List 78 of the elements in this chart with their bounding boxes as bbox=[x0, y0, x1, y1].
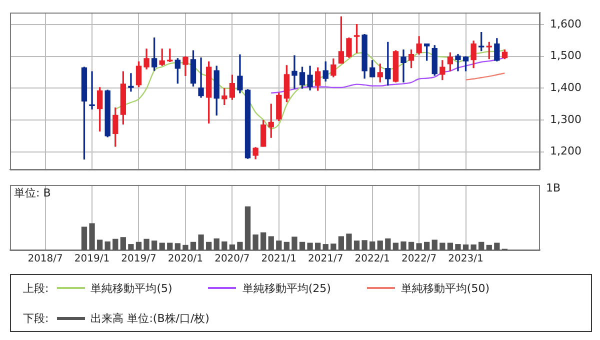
bar bbox=[370, 241, 376, 250]
bar bbox=[112, 238, 118, 250]
text: 単位: B bbox=[14, 186, 51, 200]
x-tick-label: 2020/1 bbox=[168, 254, 204, 265]
bar bbox=[174, 243, 180, 250]
x-tick-label: 2023/1 bbox=[448, 254, 484, 265]
bar bbox=[470, 244, 476, 250]
bar bbox=[385, 238, 391, 250]
bar bbox=[478, 242, 484, 250]
bar bbox=[362, 240, 368, 250]
legend-title: 下段: bbox=[23, 310, 49, 326]
bar bbox=[182, 244, 188, 250]
bar bbox=[120, 237, 126, 250]
bar bbox=[486, 244, 492, 250]
bar bbox=[292, 236, 298, 250]
y-tick-label: 1,200 bbox=[550, 144, 582, 158]
bar bbox=[307, 242, 313, 250]
bar bbox=[81, 226, 88, 250]
bar bbox=[89, 223, 95, 250]
bar bbox=[432, 240, 438, 250]
bar bbox=[354, 240, 360, 250]
bar bbox=[447, 242, 454, 250]
bar bbox=[167, 242, 173, 250]
bar bbox=[198, 234, 204, 250]
bar bbox=[222, 241, 228, 250]
bar bbox=[462, 244, 469, 250]
x-tick-label: 2018/7 bbox=[28, 254, 63, 265]
bar bbox=[104, 241, 110, 250]
bar bbox=[392, 242, 399, 250]
bar bbox=[400, 241, 406, 250]
bar bbox=[252, 234, 258, 250]
bar bbox=[299, 242, 306, 250]
x-tick-label: 2019/7 bbox=[121, 254, 156, 265]
bar bbox=[322, 244, 328, 250]
bar bbox=[190, 242, 196, 250]
bar bbox=[206, 242, 212, 250]
bar bbox=[260, 232, 266, 250]
bar bbox=[268, 236, 274, 250]
x-tick-label: 2020/7 bbox=[214, 254, 250, 265]
bar bbox=[284, 242, 290, 250]
y-tick-label: 1,400 bbox=[550, 80, 582, 94]
bar bbox=[416, 243, 422, 250]
bar bbox=[128, 244, 134, 250]
y-tick-label: 1,600 bbox=[550, 17, 582, 30]
legend-label: 出来高 単位:(B株/口/枚) bbox=[90, 310, 210, 326]
bar bbox=[159, 242, 165, 250]
bar bbox=[338, 236, 344, 250]
x-tick-label: 2019/1 bbox=[74, 254, 110, 265]
bar bbox=[330, 244, 336, 250]
bar bbox=[244, 206, 251, 250]
text: 1B bbox=[546, 181, 561, 194]
y-tick-label: 1,500 bbox=[550, 49, 582, 62]
y-tick-label: 1,300 bbox=[550, 112, 582, 126]
bar bbox=[424, 242, 430, 250]
bar bbox=[136, 242, 142, 250]
bar bbox=[96, 240, 103, 250]
bar bbox=[314, 242, 321, 250]
bar bbox=[440, 242, 446, 250]
line-series bbox=[465, 72, 506, 80]
bar bbox=[144, 238, 150, 250]
x-tick-label: 2022/1 bbox=[354, 254, 390, 265]
legend-label: 単純移動平均(25) bbox=[242, 280, 331, 296]
bar bbox=[377, 240, 383, 250]
bar bbox=[229, 244, 236, 250]
legend-label: 単純移動平均(5) bbox=[90, 280, 172, 296]
bar bbox=[151, 240, 158, 250]
bar bbox=[214, 238, 220, 250]
x-tick-label: 2021/7 bbox=[308, 254, 344, 265]
bar bbox=[494, 242, 500, 250]
bar bbox=[276, 240, 282, 250]
x-tick-label: 2021/1 bbox=[261, 254, 296, 265]
bar bbox=[455, 244, 461, 250]
bar bbox=[408, 242, 414, 250]
legend-title: 上段: bbox=[23, 280, 49, 296]
bar bbox=[346, 234, 352, 250]
x-tick-label: 2022/7 bbox=[401, 254, 437, 265]
bar bbox=[237, 242, 243, 250]
legend-label: 単純移動平均(50) bbox=[400, 280, 490, 296]
